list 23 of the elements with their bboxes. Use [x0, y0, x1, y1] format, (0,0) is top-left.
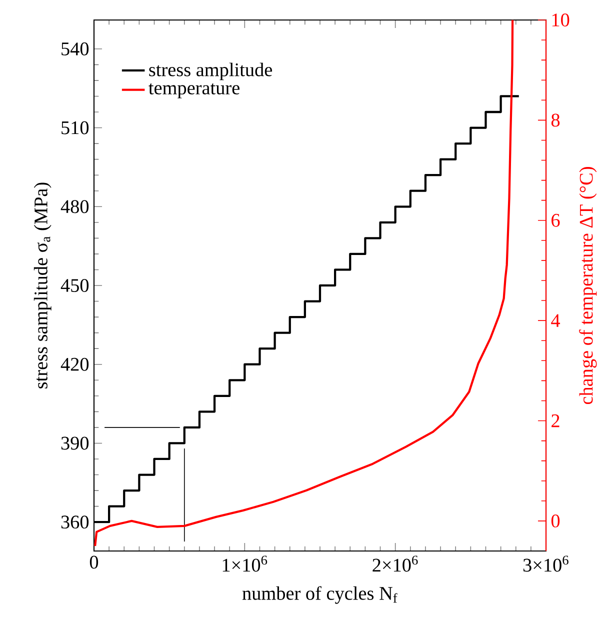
y-tick-label: 540	[62, 42, 89, 56]
x-tick-label: 0	[90, 556, 98, 569]
y2-axis-title: change of temperature ΔT (°C)	[579, 167, 597, 404]
y-tick-label: 360	[61, 516, 89, 529]
y-axis-title: stress samplitude σ$_{a}$ (MPa)	[34, 182, 52, 388]
x-tick-label: 3×10$^{6}$	[523, 556, 568, 572]
x-tick-label: 2×10$^{6}$	[372, 556, 418, 572]
y-tick-label: 450	[60, 279, 89, 292]
y-tick-label: 420	[60, 358, 89, 371]
y-tick-label: 480	[60, 200, 89, 214]
y-tick-label: 510	[62, 121, 89, 134]
y2-tick-label: 2	[552, 414, 560, 428]
y2-tick-label: 6	[552, 214, 560, 227]
legend-label: temperature	[148, 83, 240, 98]
y-tick-label: 390	[61, 436, 89, 450]
legend-label: stress amplitude	[149, 62, 272, 80]
y2-tick-label: 0	[551, 514, 560, 528]
x-tick-label: 1×10$^{6}$	[222, 556, 268, 572]
y2-tick-label: 10	[552, 14, 570, 26]
line-series	[94, 20, 514, 548]
y2-tick-label: 4	[551, 314, 560, 327]
y2-tick-label: 8	[551, 114, 560, 127]
x-axis-title: number of cycles N$_{f}$	[242, 586, 398, 604]
